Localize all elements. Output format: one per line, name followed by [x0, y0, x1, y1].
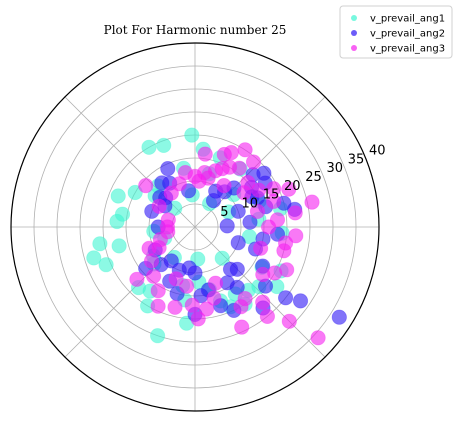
data-point: [154, 175, 170, 191]
data-point: [156, 137, 172, 153]
data-point: [242, 214, 258, 230]
data-point: [138, 178, 154, 194]
data-point: [167, 299, 183, 315]
data-point: [109, 213, 125, 230]
data-point: [168, 271, 184, 287]
data-point: [279, 262, 295, 278]
data-point: [160, 161, 176, 177]
legend-marker: [351, 30, 357, 36]
data-point: [190, 251, 206, 267]
r-tick-label: 5: [220, 205, 228, 220]
r-tick-label: 35: [348, 152, 365, 167]
data-point: [310, 330, 326, 346]
data-point: [111, 238, 127, 254]
data-point: [230, 235, 246, 251]
data-point: [171, 176, 187, 192]
data-point: [292, 293, 309, 309]
data-point: [179, 278, 195, 294]
grid-spoke-225: [64, 226, 196, 358]
legend-label: v_prevail_ang1: [370, 14, 445, 25]
data-point: [177, 165, 193, 181]
data-point: [237, 290, 253, 307]
data-point: [216, 146, 232, 163]
data-point: [150, 283, 166, 299]
data-point: [240, 175, 256, 191]
r-tick-label: 30: [327, 161, 344, 176]
data-point: [151, 240, 167, 256]
data-point: [187, 265, 203, 281]
data-point: [198, 301, 215, 317]
legend: v_prevail_ang1 v_prevail_ang2 v_prevail_an…: [339, 5, 453, 59]
legend-box: [339, 5, 453, 59]
data-point: [150, 298, 166, 314]
data-point: [287, 205, 303, 221]
legend-marker: [351, 15, 357, 21]
legend-marker: [351, 45, 357, 51]
data-point: [245, 154, 262, 170]
data-point: [304, 194, 320, 210]
data-point: [163, 185, 179, 201]
r-tick-label: 25: [305, 170, 322, 185]
data-point: [253, 240, 269, 256]
data-point: [237, 142, 253, 158]
data-point: [219, 218, 235, 234]
data-point: [216, 178, 232, 194]
data-point: [98, 257, 114, 273]
data-point: [331, 309, 347, 325]
data-point: [288, 228, 304, 244]
data-point: [184, 127, 200, 143]
legend-label: v_prevail_ang2: [370, 29, 445, 40]
data-point: [207, 275, 224, 291]
data-point: [146, 268, 162, 284]
radial-tick-labels: 5 10 15 20 25 30 35 40: [220, 144, 385, 221]
data-point: [234, 319, 250, 335]
r-tick-label: 10: [242, 196, 259, 211]
legend-label: v_prevail_ang3: [370, 44, 445, 55]
data-point: [127, 184, 143, 201]
r-tick-label: 15: [263, 188, 280, 203]
data-point: [255, 294, 271, 310]
data-point: [259, 308, 275, 324]
data-point: [151, 198, 167, 214]
data-point: [197, 146, 213, 162]
data-point: [249, 203, 266, 219]
data-point: [277, 290, 294, 306]
data-point: [92, 236, 108, 252]
data-point: [143, 253, 160, 269]
data-point: [110, 188, 126, 204]
data-point: [86, 250, 102, 266]
data-point: [184, 297, 200, 313]
data-point: [206, 290, 222, 306]
data-point: [150, 328, 166, 344]
data-point: [214, 250, 230, 266]
chart-title: Plot For Harmonic number 25: [104, 23, 287, 37]
data-point: [277, 235, 294, 251]
data-point: [281, 313, 297, 329]
polar-grid: [11, 43, 379, 411]
data-point: [129, 271, 145, 287]
data-point: [190, 311, 206, 327]
data-point: [141, 139, 157, 155]
r-tick-label: 40: [369, 144, 386, 159]
polar-frame: [10, 42, 380, 412]
data-points: [86, 127, 347, 346]
data-point: [281, 181, 297, 197]
data-point: [229, 261, 245, 277]
data-point: [230, 203, 246, 219]
data-point: [231, 160, 247, 176]
r-tick-label: 20: [284, 179, 301, 194]
data-point: [163, 253, 179, 269]
data-point: [229, 279, 245, 295]
data-point: [251, 182, 267, 198]
data-point: [265, 181, 282, 197]
data-point: [269, 212, 286, 228]
